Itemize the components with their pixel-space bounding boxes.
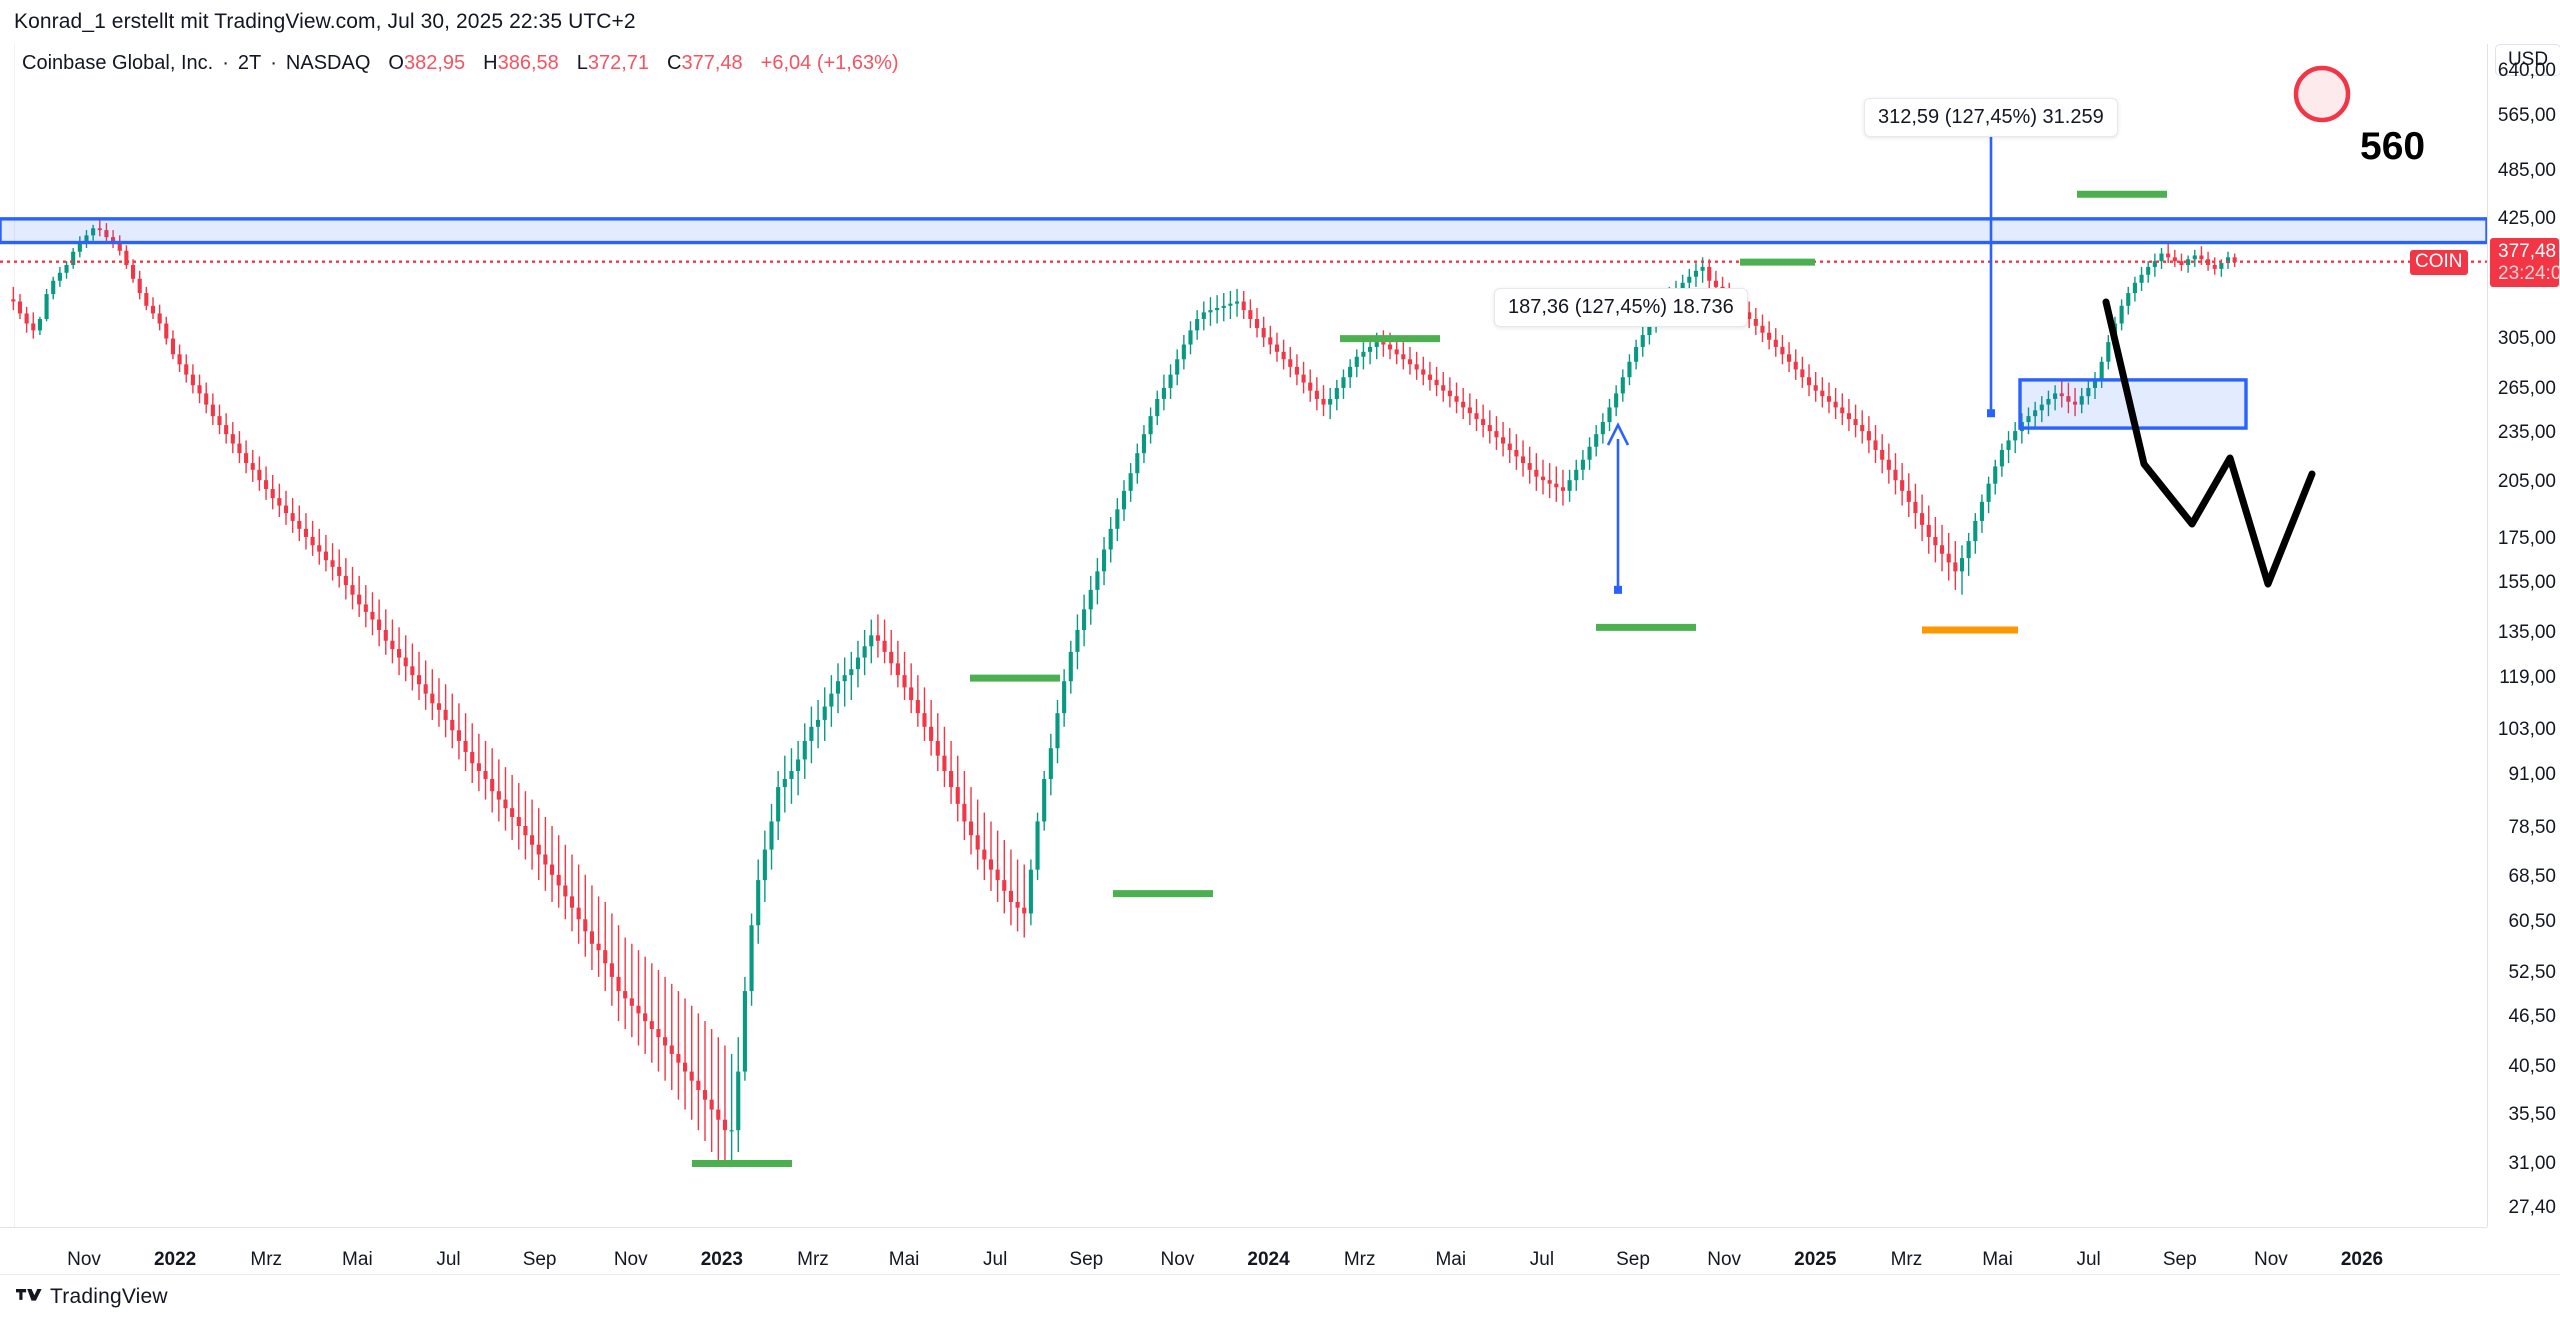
time-tick: Nov (67, 1249, 101, 1270)
price-tick: 103,00 (2497, 719, 2556, 741)
resistance-zone[interactable] (0, 217, 2487, 245)
time-tick: Mai (342, 1249, 373, 1270)
time-tick: 2025 (1794, 1249, 1837, 1270)
price-tick: 265,00 (2497, 378, 2556, 400)
current-price-label[interactable]: 377,48 23:24:02 (2490, 237, 2560, 287)
price-tick: 155,00 (2497, 571, 2556, 593)
time-tick: Mrz (1890, 1249, 1923, 1270)
price-tick: 119,00 (2499, 667, 2556, 689)
price-tick: 91,00 (2508, 763, 2556, 785)
legend-open-value: 382,95 (403, 52, 466, 74)
tradingview-mark-icon (16, 1289, 42, 1301)
legend-sep-1: · (222, 52, 229, 74)
price-tick: 175,00 (2497, 528, 2556, 550)
time-tick: Mrz (797, 1249, 829, 1270)
price-tick: 305,00 (2497, 327, 2556, 349)
symbol-price-badge: COIN (2410, 249, 2468, 275)
legend-high-label: H (483, 52, 498, 74)
measure-arrow-lower-anchor (1614, 585, 1622, 594)
price-tick: 78,50 (2508, 817, 2556, 839)
time-tick: 2022 (153, 1249, 197, 1270)
footer-border (0, 1274, 2560, 1275)
time-tick: Sep (2162, 1249, 2197, 1270)
time-tick: Mrz (1343, 1249, 1376, 1270)
forecast-path[interactable] (2102, 298, 2316, 588)
time-tick: Mai (1435, 1249, 1467, 1270)
legend-sep-2: · (270, 52, 277, 74)
price-tick: 35,50 (2508, 1103, 2556, 1125)
price-tick: 46,50 (2508, 1006, 2556, 1028)
price-scale[interactable]: 640,00 565,00 485,00 425,00 305,00 265,00 235,… (2489, 44, 2560, 1227)
price-tick: 31,00 (2508, 1152, 2556, 1174)
legend-open-label: O (388, 52, 404, 74)
chart-pane[interactable] (0, 44, 2487, 1227)
tradingview-logo-text: TradingView (50, 1285, 168, 1308)
time-tick: 2023 (700, 1249, 743, 1270)
time-tick: Nov (1160, 1249, 1195, 1270)
price-tick: 68,50 (2508, 866, 2556, 888)
legend-symbol[interactable]: Coinbase Global, Inc. (22, 52, 214, 74)
time-tick: Jul (983, 1249, 1008, 1270)
price-tick: 27,40 (2508, 1197, 2556, 1219)
time-tick: Mrz (250, 1249, 283, 1270)
time-tick: Mai (1982, 1249, 2013, 1270)
price-tick: 235,00 (2497, 421, 2556, 443)
price-tick: 485,00 (2497, 160, 2556, 182)
target-price-label: 560 (2360, 125, 2426, 168)
target-marker[interactable] (2293, 65, 2351, 123)
price-tick: 52,50 (2508, 962, 2556, 984)
legend-change: +6,04 (+1,63%) (760, 52, 899, 74)
price-tick: 565,00 (2497, 105, 2556, 127)
time-tick: Sep (1069, 1249, 1104, 1270)
symbol-price-badge-label: COIN (2415, 251, 2463, 273)
price-tick: 640,00 (2497, 60, 2556, 82)
legend-low-value: 372,71 (587, 52, 650, 74)
price-scale-border (2487, 44, 2488, 1227)
time-tick: Jul (436, 1249, 461, 1270)
price-tick: 205,00 (2497, 470, 2556, 492)
time-tick: Nov (1707, 1249, 1742, 1270)
price-tick: 425,00 (2497, 207, 2556, 229)
time-tick: Sep (1616, 1249, 1650, 1270)
measure-arrow-lower-head (1606, 422, 1630, 446)
candlestick-chart (0, 65, 2487, 1168)
time-tick: Mai (888, 1249, 920, 1270)
measure-label-lower[interactable]: 187,36 (127,45%) 18.736 (1494, 288, 1748, 327)
currency-badge[interactable]: USD (2495, 44, 2560, 76)
legend-close-value: 377,48 (681, 52, 743, 74)
legend-interval[interactable]: 2T (237, 52, 262, 74)
author-watermark: Konrad_1 erstellt mit TradingView.com, J… (14, 10, 636, 33)
current-price-value: 377,48 (2498, 240, 2557, 262)
measure-arrow-upper-anchor (1987, 409, 1995, 418)
legend-low-label: L (576, 52, 588, 74)
time-tick: 2024 (1247, 1249, 1290, 1270)
price-tick: 40,50 (2508, 1056, 2556, 1078)
candle-series (11, 218, 2237, 1164)
time-tick: Jul (1529, 1249, 1555, 1270)
time-tick: Jul (2076, 1249, 2101, 1270)
current-price-countdown: 23:24:02 (2498, 262, 2560, 284)
legend-high-value: 386,58 (497, 52, 559, 74)
legend-close-label: C (667, 52, 682, 74)
time-tick: 2026 (2340, 1249, 2384, 1270)
time-scale-border (0, 1227, 2487, 1228)
chart-legend: Coinbase Global, Inc. · 2T · NASDAQ O382,95 H3… (22, 52, 899, 75)
tradingview-logo[interactable]: TradingView (16, 1285, 168, 1309)
legend-exchange: NASDAQ (285, 52, 371, 74)
price-tick: 135,00 (2497, 621, 2556, 643)
price-tick: 60,50 (2508, 911, 2556, 933)
time-tick: Nov (2253, 1249, 2288, 1270)
time-tick: Sep (522, 1249, 557, 1270)
time-tick: Nov (613, 1249, 648, 1270)
overlay-layer (0, 65, 2487, 1168)
measure-label-upper[interactable]: 312,59 (127,45%) 31.259 (1864, 98, 2118, 137)
pane-left-border (14, 44, 15, 1227)
